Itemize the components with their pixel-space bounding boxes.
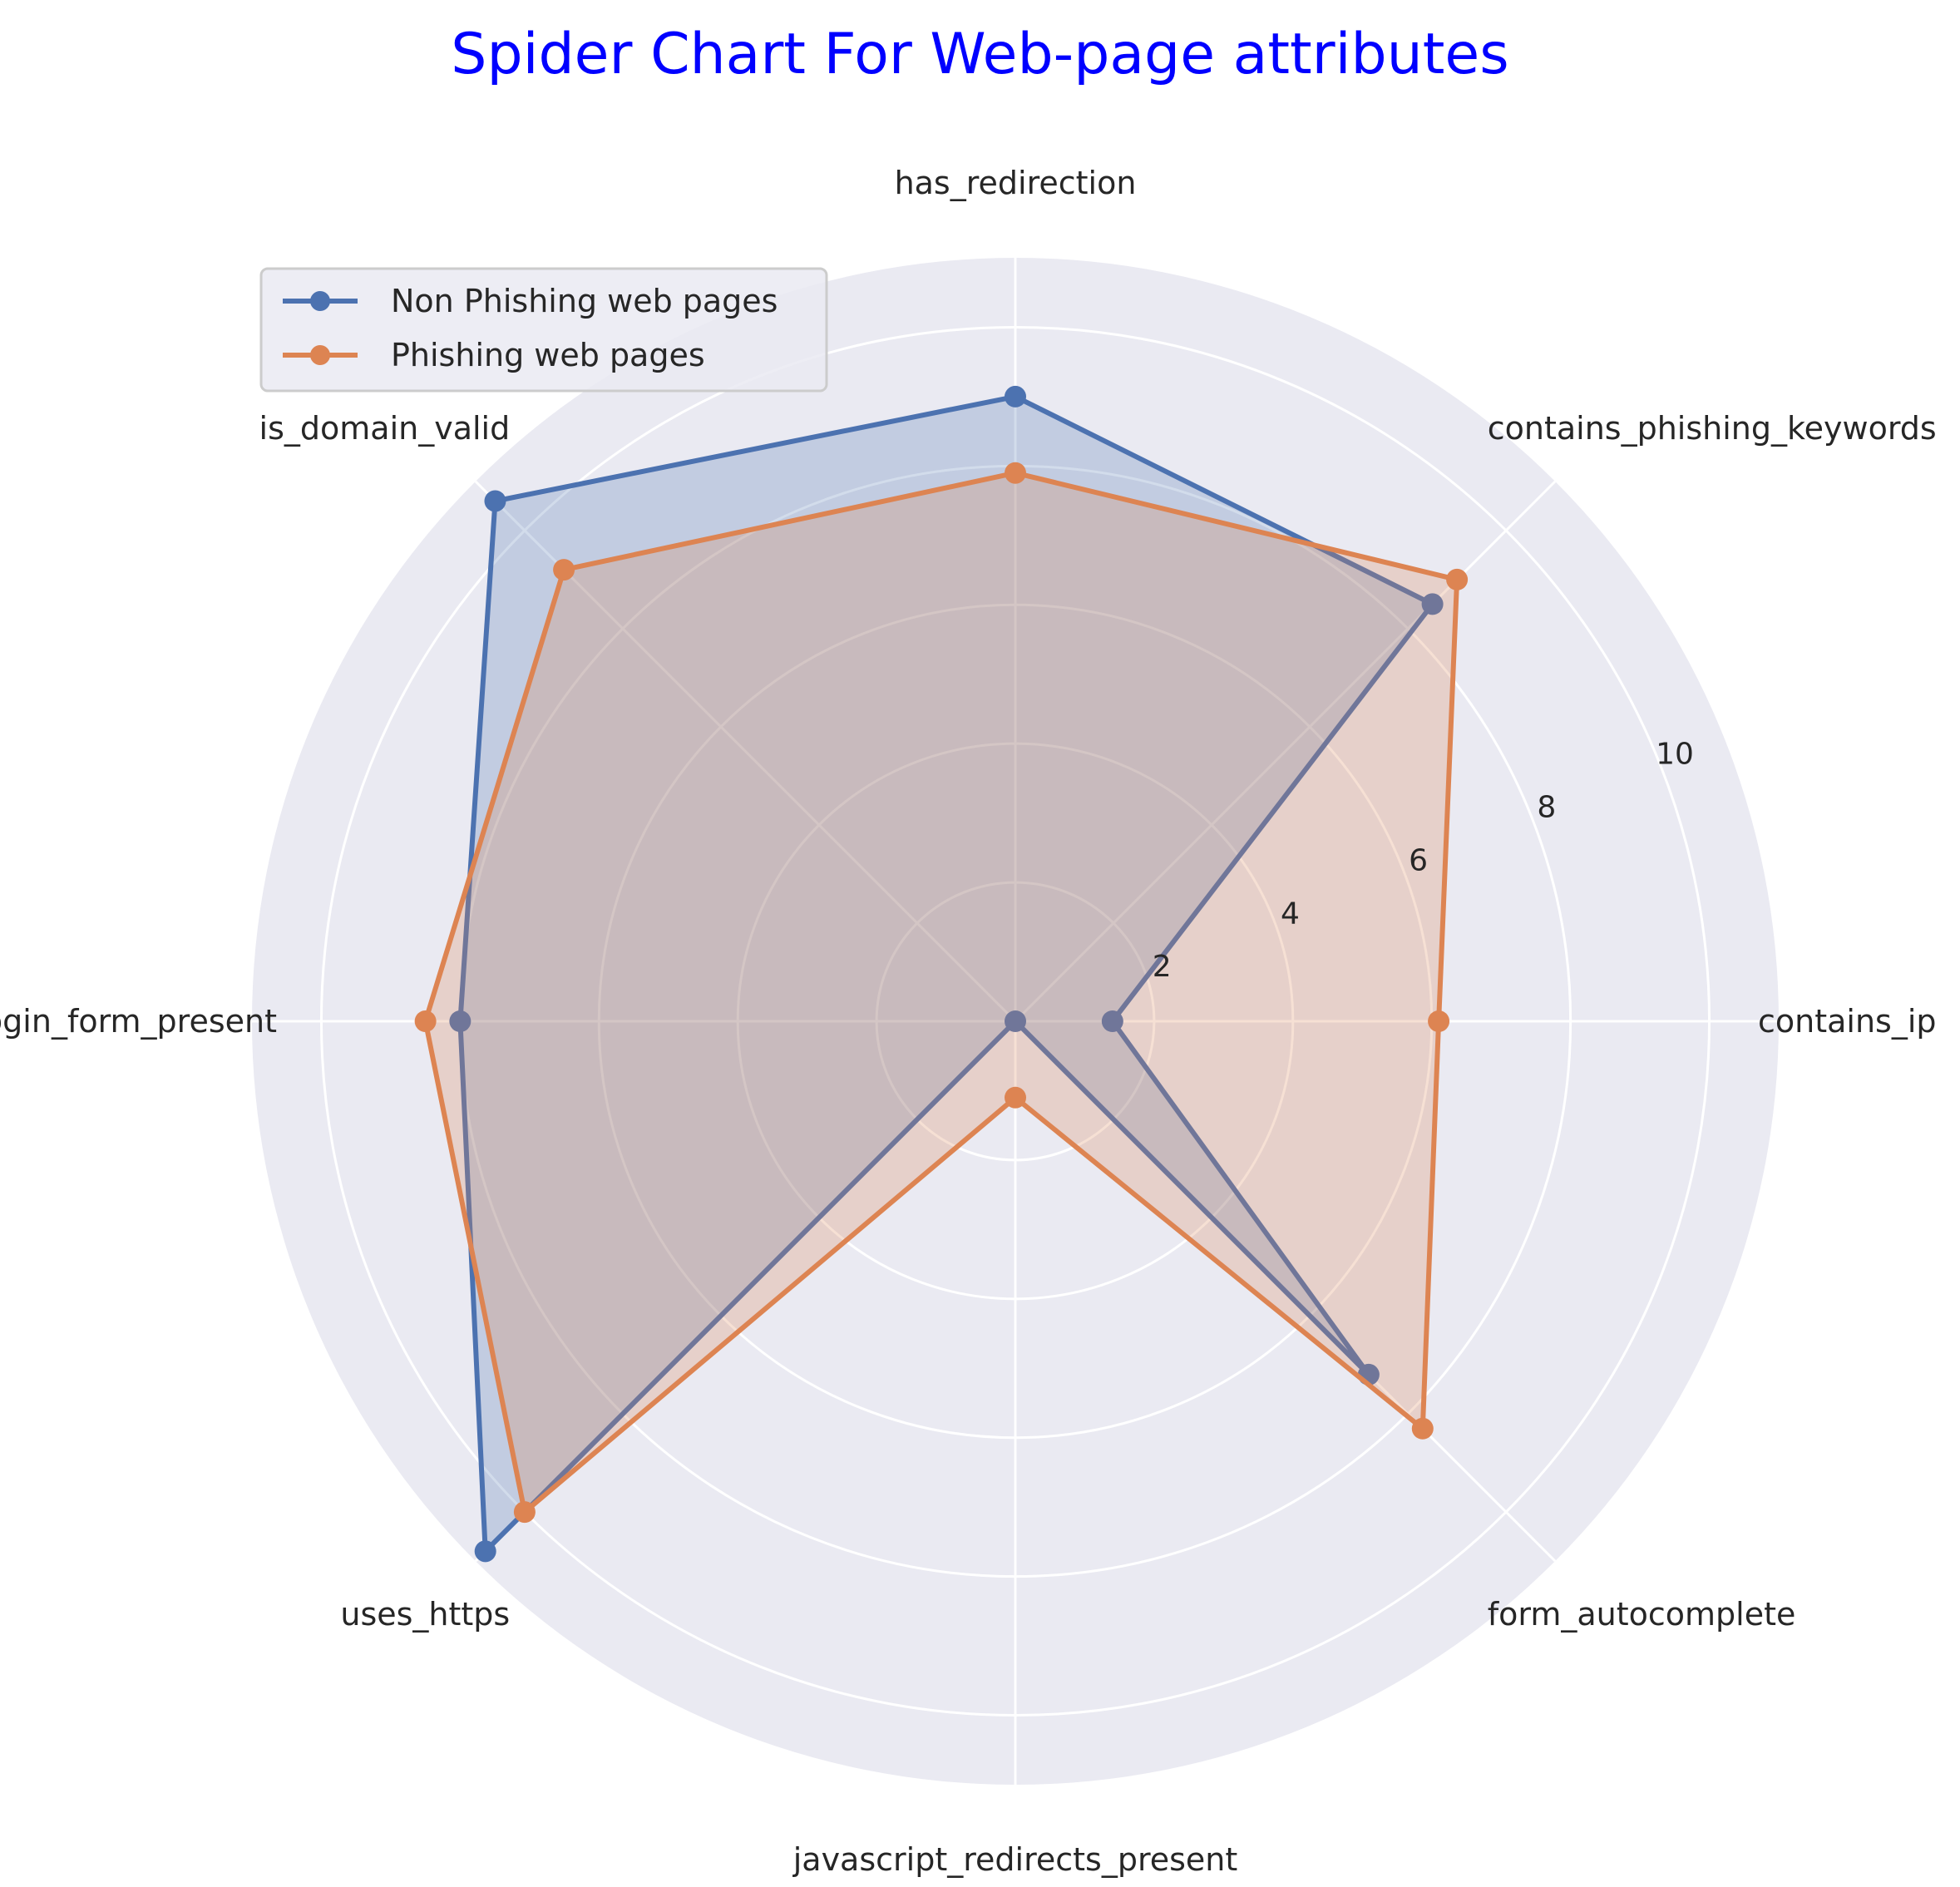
- series-layer: [414, 385, 1469, 1563]
- point-non-phishing-has-redirection: [1005, 385, 1026, 408]
- point-phishing-form-autocomplete: [1411, 1417, 1434, 1440]
- point-non-phishing-uses-https: [474, 1540, 496, 1563]
- category-label-uses-https: uses_https: [340, 1596, 510, 1633]
- point-phishing-has-redirection: [1005, 462, 1026, 484]
- point-non-phishing-login-form-present: [449, 1010, 471, 1032]
- tick-label-10: 10: [1656, 738, 1694, 772]
- category-labels: contains_ip contains_phishing_keywords has…: [0, 165, 1937, 1878]
- point-phishing-login-form-present: [414, 1010, 437, 1032]
- point-non-phishing-is-domain-valid: [484, 490, 506, 512]
- category-label-contains-phishing-keywords: contains_phishing_keywords: [1488, 410, 1937, 447]
- tick-label-2: 2: [1153, 950, 1172, 984]
- point-phishing-contains-ip: [1428, 1010, 1450, 1032]
- point-phishing-javascript-redirects-present: [1005, 1086, 1026, 1109]
- tick-label-6: 6: [1409, 843, 1428, 877]
- point-phishing-uses-https: [513, 1501, 536, 1524]
- legend-label-phishing: Phishing web pages: [391, 337, 705, 373]
- point-non-phishing-contains-ip: [1101, 1010, 1123, 1032]
- category-label-login-form-present: login_form_present: [0, 1003, 277, 1040]
- tick-label-8: 8: [1537, 791, 1556, 825]
- spoke-contains-phishing-keywords: [1014, 480, 1557, 1023]
- chart-title: Spider Chart For Web-page attributes: [451, 22, 1509, 87]
- legend: Non Phishing web pages Phishing web page…: [259, 267, 828, 393]
- point-phishing-is-domain-valid: [553, 559, 575, 581]
- category-label-javascript-redirects-present: javascript_redirects_present: [792, 1841, 1238, 1878]
- category-label-contains-ip: contains_ip: [1758, 1003, 1937, 1040]
- legend-label-non-phishing: Non Phishing web pages: [391, 283, 778, 319]
- series-fill-non-phishing: [460, 396, 1433, 1552]
- category-label-has-redirection: has_redirection: [895, 165, 1137, 201]
- radial-tick-labels: 2 4 6 8 10: [1153, 738, 1694, 984]
- category-label-form-autocomplete: form_autocomplete: [1488, 1596, 1796, 1633]
- point-phishing-contains-phishing-keywords: [1446, 568, 1469, 590]
- category-label-is-domain-valid: is_domain_valid: [259, 410, 511, 447]
- tick-label-4: 4: [1281, 897, 1300, 931]
- point-non-phishing-contains-phishing-keywords: [1421, 593, 1444, 615]
- legend-box: [259, 267, 828, 393]
- legend-marker-phishing: [310, 345, 330, 365]
- series-fill-phishing: [425, 472, 1458, 1513]
- point-non-phishing-javascript-redirects-present: [1005, 1010, 1026, 1032]
- legend-marker-non-phishing: [310, 291, 330, 311]
